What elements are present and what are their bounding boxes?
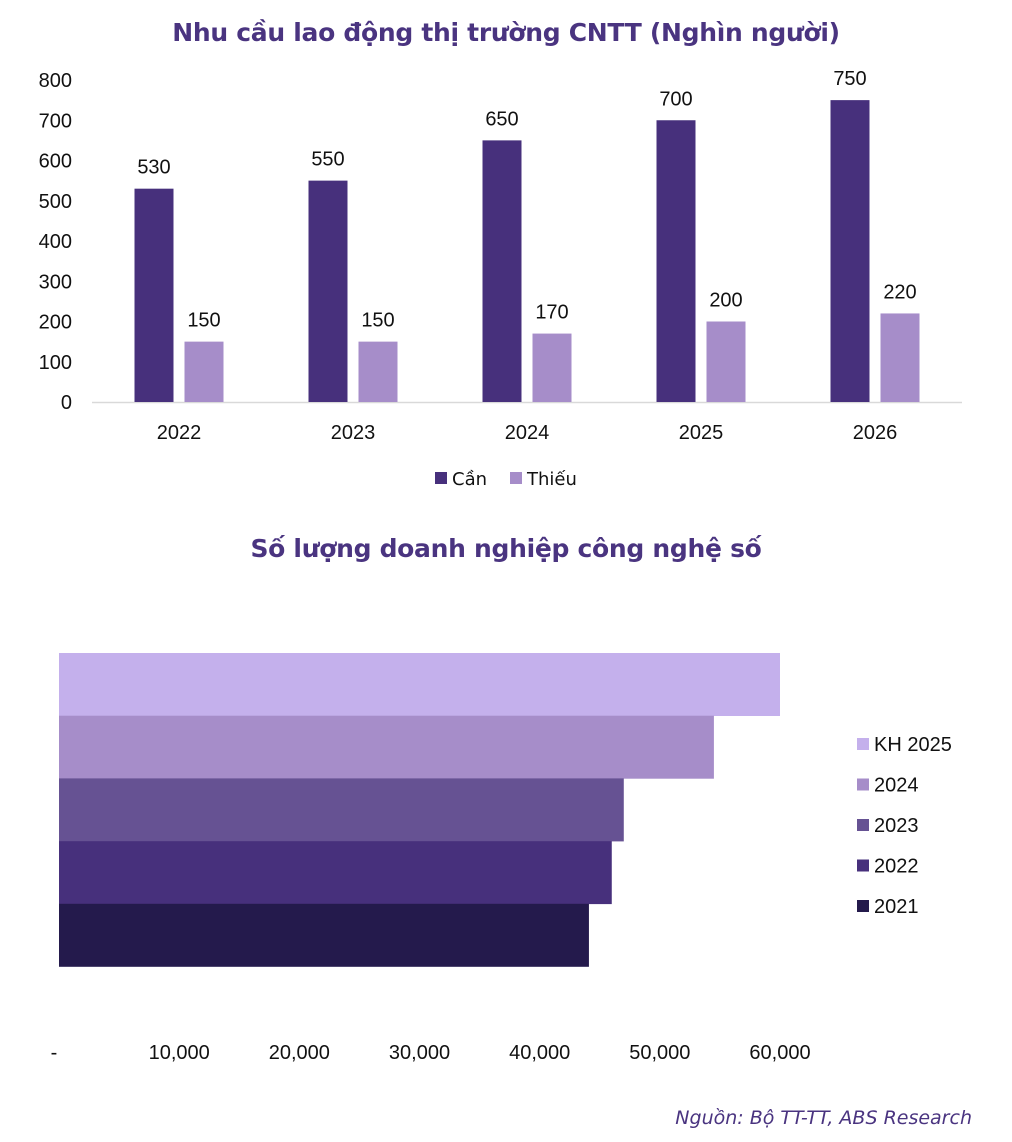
y-tick-label: 100 [39,352,72,374]
legend-swatch [857,819,869,831]
hbar-2023 [59,778,624,842]
legend-swatch [857,900,869,912]
x-tick-label: 2023 [331,422,376,444]
legend-swatch [435,472,447,484]
legend-label: 2023 [874,815,919,837]
bar-can-2025 [656,120,696,402]
y-tick-label: 200 [39,312,72,334]
data-label: 170 [535,302,568,324]
bar-thieu-2025 [706,321,746,402]
chart2-title: Số lượng doanh nghiệp công nghệ số [250,534,762,563]
hbar-2024 [59,715,714,779]
legend-swatch [510,472,522,484]
bar-can-2022 [134,188,174,402]
source-note: Nguồn: Bộ TT-TT, ABS Research [675,1107,972,1129]
legend-swatch [857,778,869,791]
hbar-2022 [59,841,612,905]
hbar-kh-2025 [59,653,780,716]
y-tick-label: 800 [39,70,72,92]
hbar-2021 [59,903,589,967]
x-tick-label: 30,000 [389,1042,450,1064]
y-tick-label: 600 [39,151,72,173]
y-tick-label: 0 [61,392,72,414]
data-label: 750 [833,68,866,90]
data-label: 550 [311,149,344,171]
y-tick-label: 500 [39,191,72,213]
x-tick-label: 20,000 [269,1042,330,1064]
data-label: 530 [137,157,170,179]
bar-thieu-2022 [184,341,224,402]
legend-swatch [857,859,869,872]
bar-can-2023 [308,180,348,402]
legend-label: KH 2025 [874,734,952,756]
y-tick-label: 700 [39,110,72,132]
x-tick-label: 2022 [157,422,202,444]
legend-label: Thiếu [526,469,577,490]
x-tick-label: 2024 [505,422,550,444]
data-label: 200 [709,290,742,312]
data-label: 220 [883,281,916,303]
y-tick-label: 400 [39,231,72,253]
x-tick-label: 2025 [679,422,724,444]
y-tick-label: 300 [39,271,72,293]
bar-thieu-2023 [358,341,398,402]
x-tick-label: 40,000 [509,1042,570,1064]
x-tick-label: - [51,1042,58,1064]
legend-label: 2024 [874,775,919,797]
x-tick-label: 60,000 [749,1042,810,1064]
legend-swatch [857,738,869,750]
bar-thieu-2026 [880,313,920,402]
chart1-title: Nhu cầu lao động thị trường CNTT (Nghìn … [172,18,840,47]
x-tick-label: 10,000 [149,1042,210,1064]
data-label: 650 [485,108,518,130]
labor-demand-chart: 0 100 200 300 400 500 600 700 800 530 150 2022 550 15… [39,68,962,490]
legend-label: Cần [452,469,487,490]
data-label: 700 [659,88,692,110]
legend-label: 2022 [874,856,919,878]
data-label: 150 [361,310,394,332]
data-label: 150 [187,310,220,332]
legend-label: 2021 [874,896,919,918]
bar-thieu-2024 [532,333,572,402]
x-tick-label: 50,000 [629,1042,690,1064]
x-tick-label: 2026 [853,422,898,444]
bar-can-2024 [482,140,522,402]
bar-can-2026 [830,100,870,402]
